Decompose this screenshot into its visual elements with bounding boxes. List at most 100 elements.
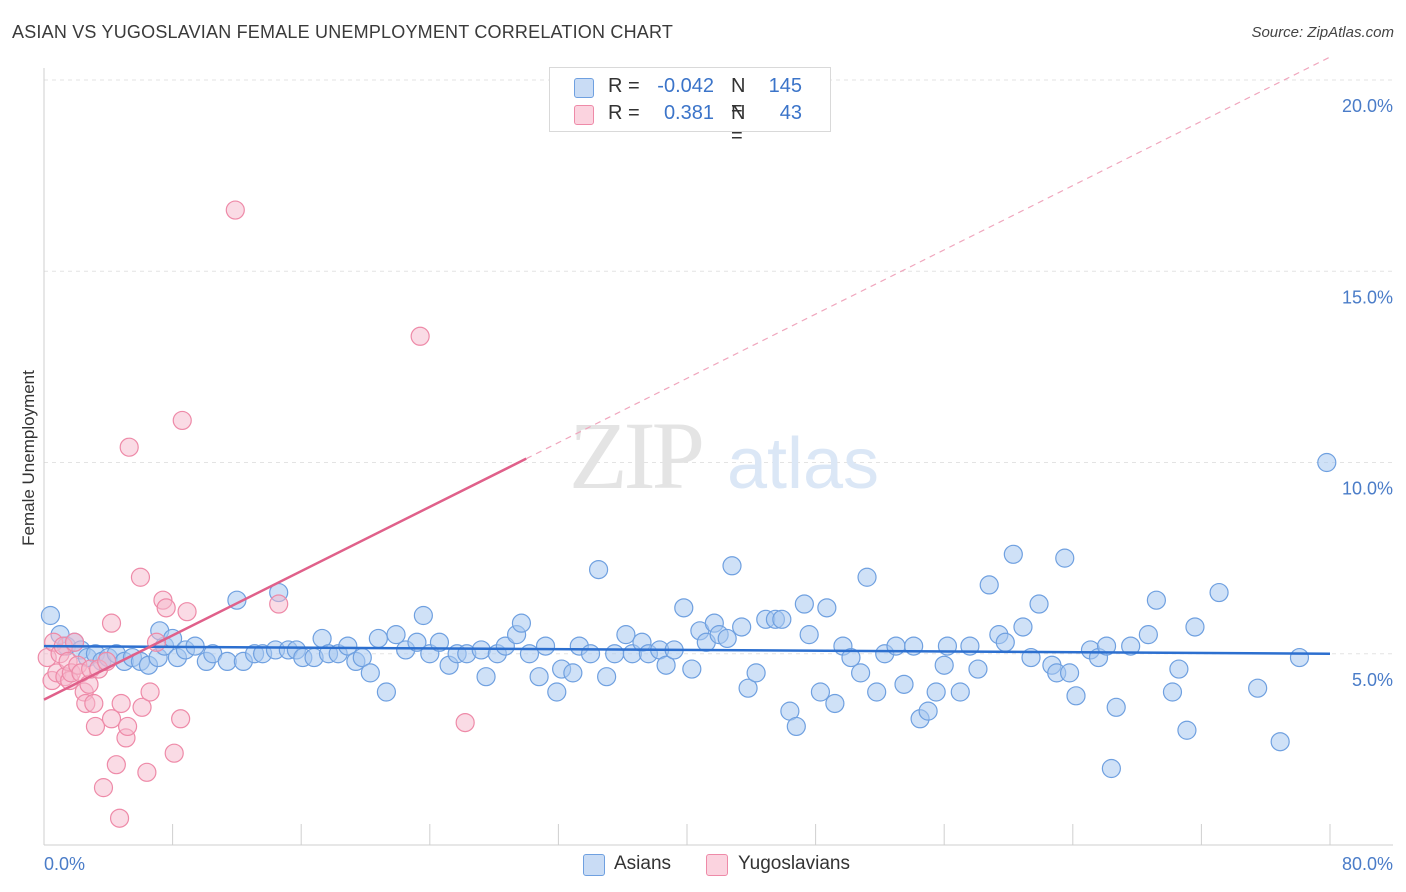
point-yugoslavians — [177, 602, 197, 622]
point-asians — [1066, 686, 1086, 706]
legend-swatch-asians — [574, 78, 594, 98]
y-tick-labels: 5.0% 10.0% 15.0% 20.0% — [1342, 96, 1393, 690]
point-asians — [360, 663, 380, 683]
point-yugoslavians — [84, 693, 104, 714]
point-asians — [738, 678, 758, 698]
point-asians — [722, 556, 742, 576]
point-yugoslavians — [171, 709, 191, 729]
point-asians — [1209, 582, 1229, 603]
point-asians — [1106, 697, 1126, 717]
point-asians — [968, 659, 988, 679]
point-asians — [794, 594, 814, 614]
point-asians — [616, 625, 636, 645]
point-asians — [732, 617, 752, 637]
point-yugoslavians — [109, 808, 130, 828]
series-legend: Asians Yugoslavians — [0, 850, 1406, 878]
point-asians — [950, 682, 970, 702]
gridlines — [44, 79, 1393, 655]
point-yugoslavians — [172, 410, 192, 431]
point-asians — [1162, 682, 1183, 702]
point-asians — [894, 674, 914, 694]
watermark-atlas: atlas — [727, 424, 879, 504]
point-yugoslavians — [156, 598, 176, 618]
correlation-legend: R = -0.042 N = 145 R = 0.381 N = 43 — [549, 67, 831, 147]
point-asians — [1289, 647, 1310, 668]
legend-bottom-label-asians: Asians — [614, 853, 672, 874]
point-asians — [656, 655, 676, 675]
point-asians — [529, 667, 549, 687]
legend-r-label: R = — [608, 102, 640, 124]
point-yugoslavians — [85, 716, 106, 737]
point-yugoslavians — [106, 755, 126, 775]
point-yugoslavians — [225, 200, 245, 220]
point-asians — [1177, 720, 1197, 740]
point-asians — [1029, 594, 1049, 614]
point-asians — [1185, 617, 1205, 637]
point-asians — [746, 663, 766, 683]
point-asians — [817, 598, 837, 618]
point-yugoslavians — [117, 716, 138, 737]
point-asians — [918, 701, 938, 721]
point-yugoslavians — [101, 613, 122, 633]
trend-line-yugoslavians-extension — [525, 56, 1331, 460]
point-asians — [1055, 548, 1075, 568]
point-asians — [1146, 590, 1166, 610]
point-yugoslavians — [93, 778, 114, 798]
point-asians — [772, 609, 792, 629]
point-asians — [605, 644, 625, 664]
point-asians — [413, 605, 433, 626]
x-tick-label-max: 80.0% — [1342, 854, 1393, 874]
point-yugoslavians — [164, 743, 184, 763]
legend-n-label: N = — [731, 102, 746, 147]
point-asians — [841, 647, 861, 668]
point-yugoslavians — [101, 709, 122, 729]
point-yugoslavians — [410, 326, 430, 346]
point-asians — [1248, 678, 1268, 698]
source-label: Source: ZipAtlas.com — [1251, 24, 1394, 41]
point-asians — [535, 636, 556, 656]
point-asians — [1169, 659, 1189, 679]
y-tick-label: 15.0% — [1342, 287, 1393, 307]
point-asians — [1138, 625, 1158, 645]
point-asians — [1096, 636, 1117, 656]
point-asians — [429, 632, 450, 652]
point-asians — [547, 682, 567, 702]
point-asians — [511, 613, 532, 633]
point-yugoslavians — [269, 594, 289, 614]
point-asians — [580, 644, 601, 664]
y-tick-label: 10.0% — [1342, 479, 1393, 499]
point-asians — [1059, 663, 1080, 683]
point-asians — [867, 682, 887, 702]
legend-r-label: R = — [608, 75, 640, 97]
point-asians — [1317, 452, 1337, 473]
x-ticks — [43, 824, 1331, 845]
point-asians — [786, 716, 806, 737]
point-yugoslavians — [119, 437, 139, 457]
series-yugoslavians-points — [37, 200, 475, 828]
point-asians — [588, 559, 609, 580]
trend-lines — [43, 56, 1331, 701]
point-asians — [217, 651, 237, 672]
legend-n-value-asians: 145 — [768, 75, 802, 97]
point-asians — [563, 663, 583, 683]
legend-bottom-swatch-yugoslavians — [706, 854, 728, 876]
axes — [43, 68, 1393, 846]
point-asians — [476, 667, 496, 687]
legend-bottom-swatch-asians — [583, 854, 605, 876]
point-yugoslavians — [137, 762, 157, 782]
point-asians — [338, 636, 358, 656]
point-asians — [979, 575, 999, 595]
point-yugoslavians — [64, 632, 85, 652]
y-tick-label: 20.0% — [1342, 96, 1393, 116]
point-asians — [926, 682, 946, 702]
point-asians — [674, 598, 694, 618]
point-asians — [851, 663, 871, 683]
series-asians-points — [40, 452, 1337, 779]
point-yugoslavians — [132, 697, 152, 717]
point-asians — [810, 682, 831, 702]
point-asians — [1013, 617, 1033, 637]
point-asians — [1121, 636, 1141, 656]
point-asians — [825, 693, 845, 714]
legend-r-value-yugoslavians: 0.381 — [663, 102, 714, 124]
